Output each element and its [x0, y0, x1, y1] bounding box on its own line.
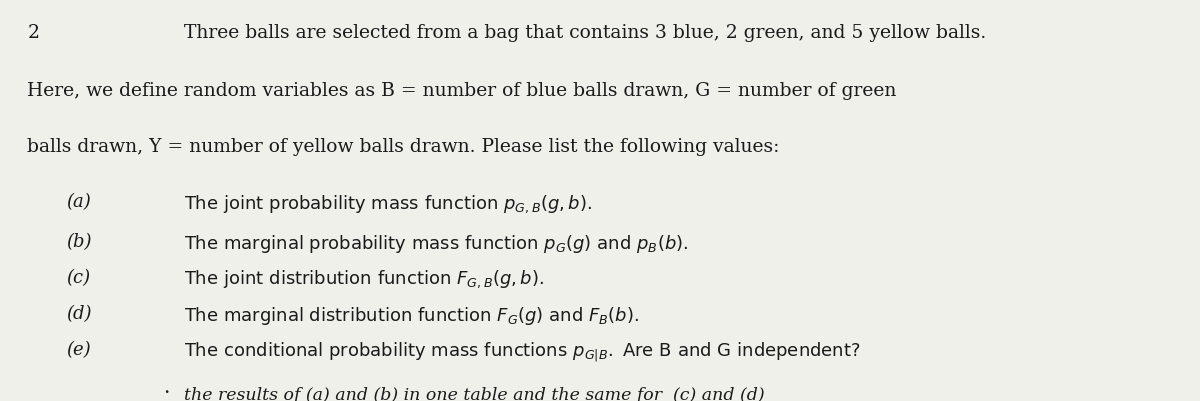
- Text: Three balls are selected from a bag that contains 3 blue, 2 green, and 5 yellow : Three balls are selected from a bag that…: [185, 24, 986, 42]
- Text: $\mathrm{The\ joint\ distribution\ function\ }F_{G,B}(g,b)\mathrm{.}$: $\mathrm{The\ joint\ distribution\ funct…: [185, 268, 545, 290]
- Text: (e): (e): [66, 340, 91, 358]
- Text: ·: ·: [163, 383, 169, 401]
- Text: (b): (b): [66, 232, 92, 250]
- Text: (a): (a): [66, 193, 91, 211]
- Text: $\mathrm{The\ marginal\ distribution\ function\ }F_G(g)\mathrm{\ and\ }F_B(b)\ma: $\mathrm{The\ marginal\ distribution\ fu…: [185, 304, 640, 326]
- Text: balls drawn, Y = number of yellow balls drawn. Please list the following values:: balls drawn, Y = number of yellow balls …: [28, 137, 780, 155]
- Text: $\mathrm{The\ conditional\ probability\ mass\ functions\ }p_{G|B}\mathrm{.\ Are\: $\mathrm{The\ conditional\ probability\ …: [185, 340, 862, 363]
- Text: (c): (c): [66, 268, 90, 286]
- Text: Here, we define random variables as B = number of blue balls drawn, G = number o: Here, we define random variables as B = …: [28, 81, 896, 99]
- Text: $\mathrm{The\ marginal\ probability\ mass\ function\ }p_G(g)\mathrm{\ and\ }p_B(: $\mathrm{The\ marginal\ probability\ mas…: [185, 232, 689, 254]
- Text: (d): (d): [66, 304, 92, 322]
- Text: 2: 2: [28, 24, 40, 42]
- Text: the results of (a) and (b) in one table and the same for  (c) and (d): the results of (a) and (b) in one table …: [185, 386, 766, 401]
- Text: $\mathrm{The\ joint\ probability\ mass\ function\ }p_{G,B}(g,b)\mathrm{.}$: $\mathrm{The\ joint\ probability\ mass\ …: [185, 193, 593, 215]
